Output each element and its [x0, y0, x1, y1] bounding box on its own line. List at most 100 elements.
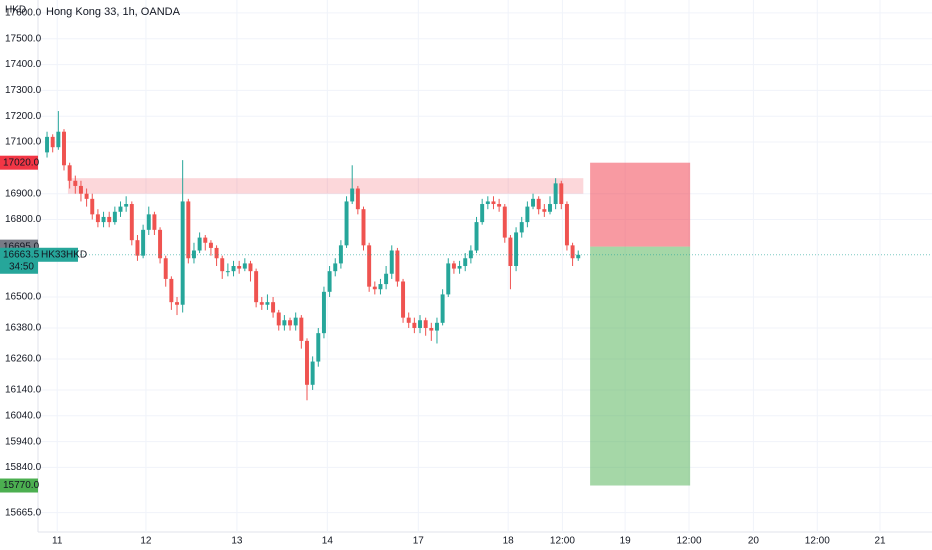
candle-body [542, 209, 547, 212]
candle-body [429, 327, 434, 331]
x-tick-label: 12:00 [676, 536, 701, 547]
x-tick-label: 18 [503, 536, 515, 547]
candle-body [129, 204, 134, 241]
candle-body [191, 250, 196, 259]
candle-body [305, 340, 309, 385]
price-label-box [0, 247, 38, 274]
y-tick-label: 17400.0 [5, 59, 42, 70]
y-tick-label: 16900.0 [5, 188, 42, 199]
candle-body [118, 206, 123, 212]
candle-body [553, 183, 558, 205]
candle-body [508, 237, 513, 266]
candle-body [423, 320, 428, 328]
candle-body [412, 322, 417, 328]
chart-title: Hong Kong 33, 1h, OANDA [46, 6, 181, 18]
candle-body [45, 136, 50, 153]
candle-body [536, 198, 541, 210]
candle-body [214, 247, 219, 259]
candle-body [355, 188, 360, 210]
zone [67, 178, 584, 194]
price-label-box [0, 155, 38, 170]
candle-body [350, 188, 355, 202]
candle-body [237, 266, 242, 269]
x-tick-label: 11 [52, 536, 63, 547]
candle-body [485, 201, 490, 205]
candle-body [497, 204, 502, 207]
candle-body [112, 211, 117, 223]
y-tick-label: 15840.0 [5, 462, 42, 473]
candle-body [463, 258, 468, 266]
axis: 17600.0 17500.0 17400.0 17300.0 17200.0 17100… [0, 8, 886, 547]
candle-body [338, 245, 343, 264]
candle-body [169, 278, 174, 303]
candle-body [265, 302, 270, 305]
target-zone [590, 246, 691, 486]
candle-body [570, 245, 575, 259]
y-tick-label: 16140.0 [5, 385, 42, 396]
y-tick-label: 15665.0 [5, 507, 42, 518]
y-tick-label: 16260.0 [5, 354, 42, 365]
candle-body [56, 131, 61, 148]
candle-body [344, 201, 349, 246]
x-tick-label: 12:00 [550, 536, 575, 547]
y-tick-label: 15940.0 [5, 436, 42, 447]
candle-body [474, 222, 479, 251]
candle-body [124, 204, 129, 207]
y-tick-label: 17500.0 [5, 33, 42, 44]
candle-body [361, 209, 366, 246]
candle-body [367, 245, 372, 287]
candle-body [310, 361, 315, 385]
plot [38, 111, 932, 486]
y-tick-label: 17100.0 [5, 137, 42, 148]
candle-body [107, 216, 112, 223]
candle-body [248, 263, 253, 272]
candle-body [418, 320, 422, 328]
candle-body [203, 237, 208, 243]
y-tick-label: 16500.0 [5, 292, 42, 303]
candle-body [401, 281, 406, 318]
x-tick-label: 21 [874, 536, 886, 547]
candle-body [564, 204, 569, 246]
candle-body [95, 214, 100, 223]
candle-body [372, 286, 377, 290]
x-tick-label: 14 [322, 536, 334, 547]
candle-body [101, 216, 106, 223]
x-tick-label: 13 [231, 536, 243, 547]
symbol-tag: HK33HKD [41, 249, 87, 260]
candle-body [406, 317, 411, 323]
candle-body [519, 222, 524, 233]
candle-body [84, 193, 89, 199]
candle-body [395, 250, 400, 282]
x-tick-label: 12:00 [805, 536, 830, 547]
candle-body [146, 214, 151, 230]
y-tick-label: 17300.0 [5, 85, 42, 96]
currency-label: HKD [5, 5, 26, 16]
price-label: 16695.0 [3, 241, 40, 252]
y-tick-label: 16040.0 [5, 410, 42, 421]
y-tick-label: 16800.0 [5, 214, 42, 225]
candle-body [141, 229, 146, 256]
candle-body [50, 136, 55, 148]
price-label: 15770.0 [3, 480, 40, 491]
x-tick-label: 17 [413, 536, 425, 547]
candle-body [78, 185, 83, 194]
price-label-box [0, 478, 38, 493]
candle-body [135, 240, 140, 256]
candle-body [288, 320, 293, 326]
candle-body [197, 237, 202, 251]
candle-body [451, 263, 456, 269]
price-label: 17020.0 [3, 157, 40, 168]
countdown: 34:50 [9, 261, 34, 272]
x-tick-label: 19 [620, 536, 632, 547]
candle-body [333, 263, 338, 272]
candle-body [293, 317, 298, 326]
candle-body [186, 201, 191, 259]
candle-body [491, 201, 496, 205]
candle-body [152, 214, 157, 230]
candle-body [259, 302, 264, 305]
candle-body [548, 204, 552, 212]
candle-body [434, 322, 439, 331]
candle-body [321, 291, 326, 334]
